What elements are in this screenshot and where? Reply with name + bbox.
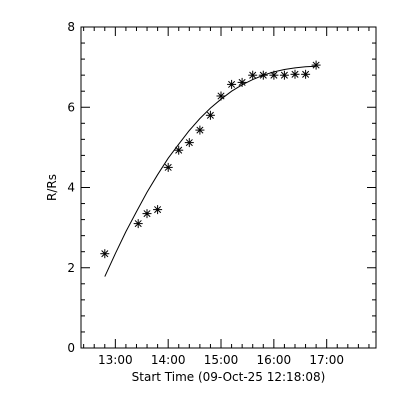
asterisk-stroke xyxy=(217,92,225,100)
data-point xyxy=(153,205,163,215)
asterisk-stroke xyxy=(185,139,193,147)
data-point xyxy=(133,219,143,229)
x-tick-label: 14:00 xyxy=(151,353,186,367)
asterisk-stroke xyxy=(270,71,278,79)
asterisk-stroke xyxy=(312,61,320,69)
data-point xyxy=(195,125,205,135)
x-tick-label: 16:00 xyxy=(257,353,292,367)
fit-line xyxy=(104,65,317,277)
asterisk-stroke xyxy=(238,78,246,86)
asterisk-stroke xyxy=(228,80,236,88)
x-tick-label: 13:00 xyxy=(98,353,133,367)
asterisk-stroke xyxy=(101,250,109,258)
y-tick-label: 8 xyxy=(67,20,75,34)
scatter-points-layer xyxy=(100,60,321,259)
data-point xyxy=(184,138,194,148)
data-point xyxy=(301,69,311,79)
data-point xyxy=(163,162,173,172)
asterisk-stroke xyxy=(291,70,299,78)
data-point xyxy=(142,209,152,219)
data-point xyxy=(258,70,268,80)
y-tick-label: 4 xyxy=(67,181,75,195)
axes-layer: 13:00 14:00 15:00 16:00 17:00 0 2 4 6 8 xyxy=(67,20,377,367)
data-point xyxy=(290,69,300,79)
x-axis-label: Start Time (09-Oct-25 12:18:08) xyxy=(132,370,326,384)
y-tick-label: 0 xyxy=(67,341,75,355)
asterisk-stroke xyxy=(143,210,151,218)
data-point xyxy=(174,145,184,155)
data-point xyxy=(205,110,215,120)
plot-frame xyxy=(80,26,377,349)
asterisk-stroke xyxy=(280,71,288,79)
asterisk-stroke xyxy=(302,70,310,78)
asterisk-stroke xyxy=(134,220,142,228)
asterisk-stroke xyxy=(154,206,162,214)
asterisk-stroke xyxy=(259,71,267,79)
asterisk-stroke xyxy=(164,163,172,171)
data-point xyxy=(269,70,279,80)
data-point xyxy=(100,249,110,259)
labels-layer: Start Time (09-Oct-25 12:18:08) R/Rs xyxy=(45,174,325,384)
y-tick-label: 2 xyxy=(67,261,75,275)
y-tick-label: 6 xyxy=(67,100,75,114)
asterisk-stroke xyxy=(175,146,183,154)
data-point xyxy=(279,70,289,80)
asterisk-stroke xyxy=(249,71,257,79)
x-tick-label: 15:00 xyxy=(204,353,239,367)
fit-line-layer xyxy=(104,65,317,277)
data-point xyxy=(248,70,258,80)
data-point xyxy=(216,91,226,101)
data-point xyxy=(227,79,237,89)
asterisk-stroke xyxy=(196,126,204,134)
data-point xyxy=(311,60,321,70)
asterisk-stroke xyxy=(206,111,214,119)
x-tick-label: 17:00 xyxy=(309,353,344,367)
data-point xyxy=(237,77,247,87)
y-axis-label: R/Rs xyxy=(45,174,59,201)
